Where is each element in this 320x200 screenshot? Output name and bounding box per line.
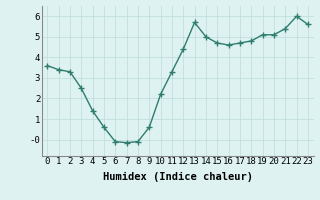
X-axis label: Humidex (Indice chaleur): Humidex (Indice chaleur) (103, 172, 252, 182)
